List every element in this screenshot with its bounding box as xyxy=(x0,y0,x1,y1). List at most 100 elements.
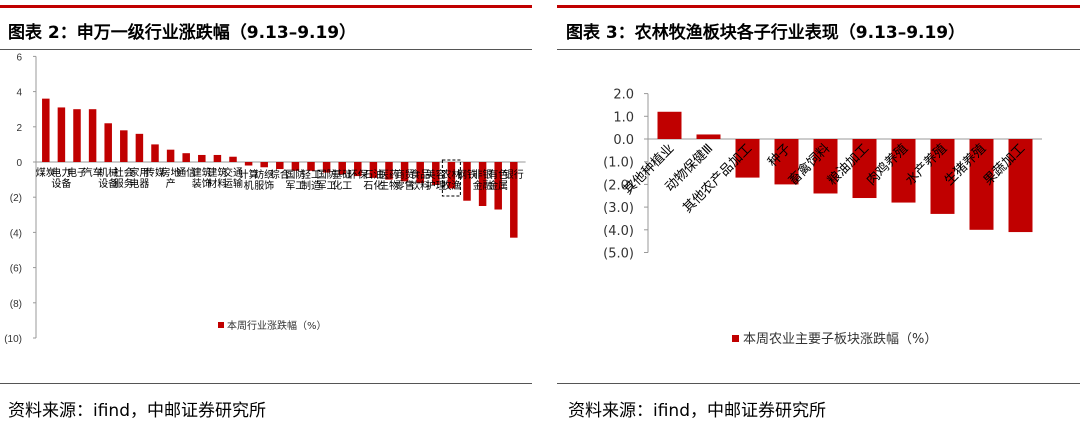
left-source-note: 资料来源：ifind，中邮证券研究所 xyxy=(8,401,266,421)
bar xyxy=(260,162,268,168)
bar xyxy=(891,139,916,203)
x-tick-label-line: 金属 xyxy=(488,179,508,192)
bar xyxy=(447,162,456,189)
bar xyxy=(104,123,112,162)
x-tick-label-line: 轻工 xyxy=(301,168,321,181)
bar xyxy=(291,162,300,171)
x-tick-label-line: 制造 xyxy=(301,179,321,192)
x-tick-label-line: 护理 xyxy=(426,179,446,192)
bar xyxy=(774,139,799,185)
x-tick-label-line: 运输 xyxy=(223,177,243,190)
x-tick-label-line: 钢铁 xyxy=(457,168,477,181)
x-tick-label-line: 银行 xyxy=(504,168,524,181)
x-tick-label-line: 社会 xyxy=(114,166,134,179)
x-tick-label-line: 机 xyxy=(244,179,254,192)
x-tick-label-line: 通信 xyxy=(176,167,196,179)
x-tick-label-line: 电力 xyxy=(51,166,71,179)
right-chart-title: 图表 3：农林牧渔板块各子行业表现（9.13–9.19） xyxy=(566,23,966,43)
left-title-rule xyxy=(0,5,532,8)
x-tick-label-line: 医药 xyxy=(379,169,399,181)
y-tick-label: (4.0) xyxy=(603,224,634,239)
bar xyxy=(969,139,994,230)
left-header-rule xyxy=(0,49,532,50)
x-tick-label-line: 基础 xyxy=(332,168,352,181)
bar xyxy=(213,154,222,162)
y-tick-label: (2.0) xyxy=(603,178,634,193)
bar xyxy=(735,139,760,178)
bar xyxy=(307,162,315,171)
x-tick-label-line: 材料 xyxy=(207,177,227,190)
left-chart-title: 图表 2：申万一级行业涨跌幅（9.13–9.19） xyxy=(8,23,357,43)
y-tick-label: 2.0 xyxy=(613,88,634,103)
legend-label: 本周行业涨跌幅（%） xyxy=(227,319,327,332)
x-tick-label-line: 煤炭 xyxy=(36,166,56,179)
x-tick-label-line: 传媒 xyxy=(145,167,165,179)
bar xyxy=(369,162,378,178)
x-tick-label-line: 军工 xyxy=(317,180,337,192)
x-tick-label-line: 石化 xyxy=(363,179,383,192)
x-tick-label-line: 金融 xyxy=(473,179,493,192)
x-tick-label-line: 房地 xyxy=(161,166,181,179)
y-tick-label: 2 xyxy=(16,123,22,134)
x-tick-label-line: 电子 xyxy=(67,166,87,179)
y-tick-label: (6) xyxy=(10,264,22,275)
x-tick-label-line: 农林 xyxy=(441,168,461,181)
bar xyxy=(88,109,97,162)
y-tick-label: (1.0) xyxy=(603,156,634,171)
y-tick-label: (2) xyxy=(10,193,22,204)
x-tick-label-line: 计算 xyxy=(239,168,259,181)
bar xyxy=(57,107,66,162)
bar xyxy=(120,130,128,162)
y-tick-label: 6 xyxy=(16,52,22,63)
bar xyxy=(229,156,237,162)
bar xyxy=(416,162,424,184)
x-tick-label-line: 石油 xyxy=(363,168,383,181)
x-tick-label-line: 有色 xyxy=(488,168,508,181)
y-tick-label: 4 xyxy=(16,88,22,99)
x-tick-label-line: 设备 xyxy=(51,177,71,190)
x-tick-label: 其他农产品加工 xyxy=(680,141,755,216)
x-tick-label-line: 美容 xyxy=(426,168,446,181)
x-tick-label-line: 国防 xyxy=(285,168,305,181)
bar xyxy=(166,149,175,162)
x-tick-label-line: 产 xyxy=(166,177,176,190)
x-tick-label-line: 非银 xyxy=(473,168,493,181)
x-tick-label-line: 家用 xyxy=(129,166,149,179)
x-tick-label-line: 汽车 xyxy=(83,166,103,179)
right-header-rule xyxy=(557,49,1080,50)
bar xyxy=(813,139,838,194)
bar xyxy=(354,162,362,177)
bar xyxy=(385,162,393,180)
bar xyxy=(73,109,81,162)
x-tick-label-line: 纺织 xyxy=(254,168,274,181)
y-tick-label: (8) xyxy=(10,299,22,310)
x-tick-label-line: 国防 xyxy=(317,168,337,181)
bar xyxy=(198,154,206,162)
bar xyxy=(510,162,518,238)
legend-label: 本周农业主要子板块涨跌幅（%） xyxy=(743,331,937,347)
x-tick-label-line: 零售 xyxy=(395,179,415,192)
x-tick-label-line: 建筑 xyxy=(192,166,212,179)
x-tick-label-line: 军工 xyxy=(285,180,305,192)
x-tick-label-line: 机械 xyxy=(98,166,118,179)
x-tick-label-line: 食品 xyxy=(410,168,430,181)
bar xyxy=(930,139,955,214)
right-footer-rule xyxy=(557,383,1080,384)
bar xyxy=(276,162,284,170)
left-footer-rule xyxy=(0,383,532,384)
y-tick-label: 0.0 xyxy=(613,133,634,148)
x-tick-label-line: 电器 xyxy=(129,177,149,190)
x-tick-label-line: 综合 xyxy=(270,168,290,181)
bar xyxy=(852,139,877,199)
x-tick-label-line: 饮料 xyxy=(410,179,430,192)
legend-swatch xyxy=(732,335,739,342)
y-tick-label: (10) xyxy=(4,334,22,345)
bar xyxy=(244,162,253,166)
bar xyxy=(322,162,331,173)
x-tick-label-line: 环保 xyxy=(348,168,368,181)
y-tick-label: 1.0 xyxy=(613,110,634,125)
x-tick-label-line: 服务 xyxy=(114,177,134,190)
bar xyxy=(696,134,721,139)
